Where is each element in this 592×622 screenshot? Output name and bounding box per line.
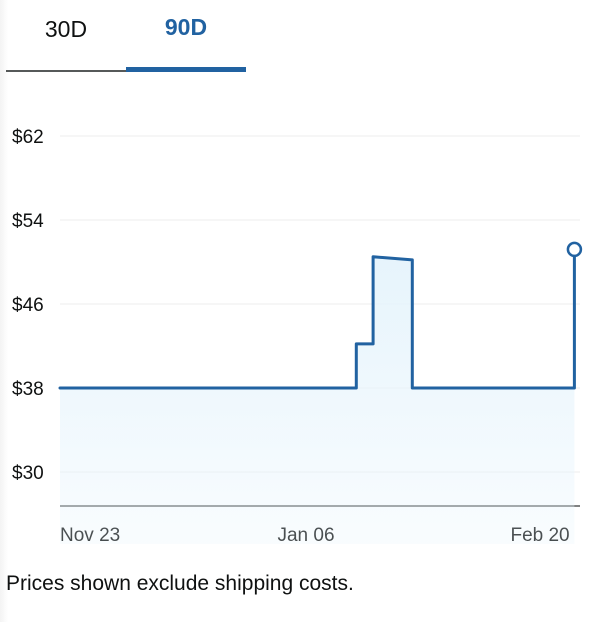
y-tick-label: $30 [12, 463, 44, 484]
price-history-chart: $30$38$46$54$62Nov 23Jan 06Feb 20 [12, 127, 583, 546]
series-area [60, 249, 575, 544]
last-price-point [566, 241, 583, 258]
tab-30d[interactable]: 30D [6, 0, 126, 72]
y-tick-label: $62 [12, 127, 44, 148]
tab-90d[interactable]: 90D [126, 0, 246, 72]
series-line [58, 247, 576, 390]
shipping-footnote: Prices shown exclude shipping costs. [6, 572, 354, 595]
y-tick-label: $38 [12, 379, 44, 400]
range-tabs: 30D 90D [6, 0, 246, 72]
y-tick-label: $46 [12, 295, 44, 316]
y-tick-label: $54 [12, 211, 44, 232]
